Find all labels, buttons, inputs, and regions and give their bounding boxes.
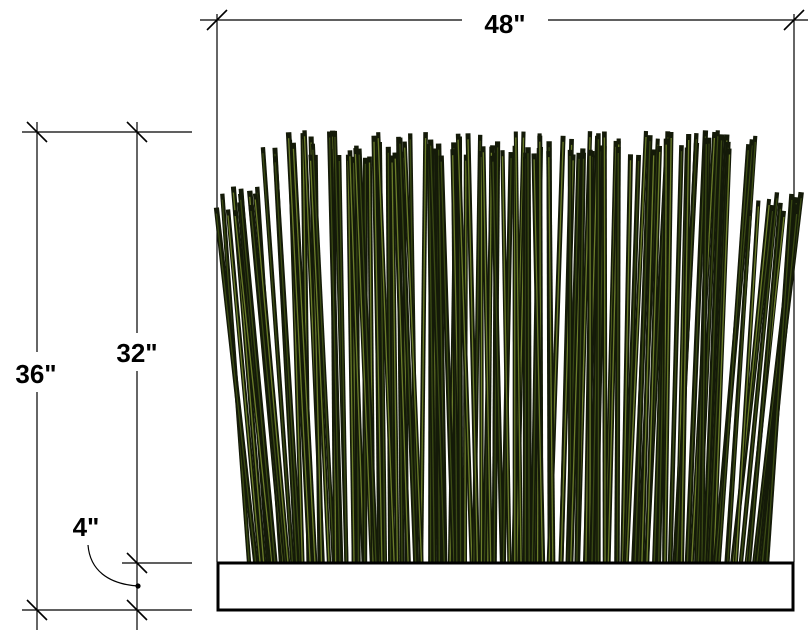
grass-blade-highlight: [274, 162, 301, 563]
grass-blade-highlight: [718, 150, 749, 563]
base-height-leader-dot: [135, 583, 141, 589]
overall-height-label-mask: [5, 352, 69, 392]
grass-blade-highlight: [373, 141, 383, 563]
base-height-leader: [87, 544, 139, 587]
grass-blade-highlight: [358, 154, 377, 563]
grass-blade-highlight: [622, 160, 632, 563]
grass-height-label-mask: [104, 333, 170, 371]
grass-blade-highlight: [701, 144, 707, 563]
grass-blade-highlight: [428, 149, 435, 563]
grass-blade-highlight: [766, 199, 793, 563]
grass-blade-highlight: [240, 199, 276, 563]
grass-blade-highlight: [686, 136, 707, 563]
grass-blade-highlight: [292, 148, 316, 563]
grass-blade-highlight: [399, 143, 417, 563]
grass-blade-highlight: [626, 136, 647, 563]
grass-blade-highlight: [287, 138, 311, 563]
grass-blade-highlight: [429, 145, 445, 563]
grass-blade-highlight: [440, 161, 455, 563]
base-height-label: 4": [73, 512, 100, 542]
grass-height-label: 32": [116, 338, 157, 368]
height-extension-lines: [22, 131, 192, 611]
grass-blade-highlight: [713, 154, 731, 563]
grass-blade-highlight: [338, 160, 348, 563]
grass-blade-highlight: [328, 137, 341, 563]
grass-blade-highlight: [420, 138, 427, 563]
grass-blade-highlight: [616, 152, 619, 563]
grass-blade-highlight: [669, 151, 683, 563]
grass-blade-highlight: [748, 208, 782, 563]
width-label: 48": [484, 9, 525, 39]
grass-blade-highlight: [603, 137, 606, 563]
grass-blade-highlight: [227, 215, 261, 563]
grass-blade-highlight: [527, 153, 530, 563]
grass-blade-highlight: [735, 206, 760, 563]
grass-blade-highlight: [457, 139, 473, 563]
grass-blade-highlight: [312, 149, 335, 563]
grass-blade-highlight: [740, 198, 778, 563]
grass-blade-highlight: [234, 216, 273, 563]
grass-blade-highlight: [309, 160, 330, 563]
grass-blade-highlight: [254, 199, 289, 563]
planter-base: [216, 561, 795, 612]
grass-blade-highlight: [704, 140, 723, 563]
grass-blade-highlight: [515, 137, 522, 563]
grass-blade-highlight: [680, 139, 690, 563]
grass-blade-highlight: [548, 157, 554, 563]
width-tick-left: [206, 9, 228, 31]
width-dimension: 48": [200, 9, 808, 562]
grass-blade-highlight: [347, 160, 355, 563]
grass-blade-highlight: [576, 158, 585, 563]
grass-blade-highlight: [624, 160, 640, 563]
grass-blade-highlight: [641, 155, 655, 563]
base-height-callout: 4": [73, 512, 141, 589]
grass-blade-highlight: [664, 137, 672, 563]
overall-height-label: 36": [15, 359, 56, 389]
grass-blade-highlight: [349, 156, 365, 563]
grass-blade-highlight: [467, 139, 479, 563]
grass-blade-highlight: [394, 158, 409, 563]
grass-blade-highlight: [634, 141, 651, 563]
grass-blade-highlight: [215, 213, 257, 563]
grass-height-dimension: 32": [104, 121, 170, 630]
grass-blade-highlight: [727, 215, 751, 563]
grass-blade-highlight: [533, 159, 544, 563]
grass-blade-highlight: [646, 151, 661, 563]
grass-blade-highlight: [377, 138, 395, 563]
grass-blade-highlight: [404, 147, 423, 563]
grass-blade-highlight: [501, 156, 511, 563]
grass-blade-highlight: [492, 161, 503, 563]
grass-blade-highlight: [262, 153, 294, 563]
grass-blade-highlight: [354, 154, 373, 563]
grass-blade-highlight: [391, 162, 399, 563]
overall-height-dimension: 36": [5, 121, 69, 630]
grass-blades: [213, 130, 804, 563]
grass-blade-highlight: [250, 210, 287, 563]
width-tick-right: [783, 9, 805, 31]
grass-blade-highlight: [482, 152, 492, 563]
